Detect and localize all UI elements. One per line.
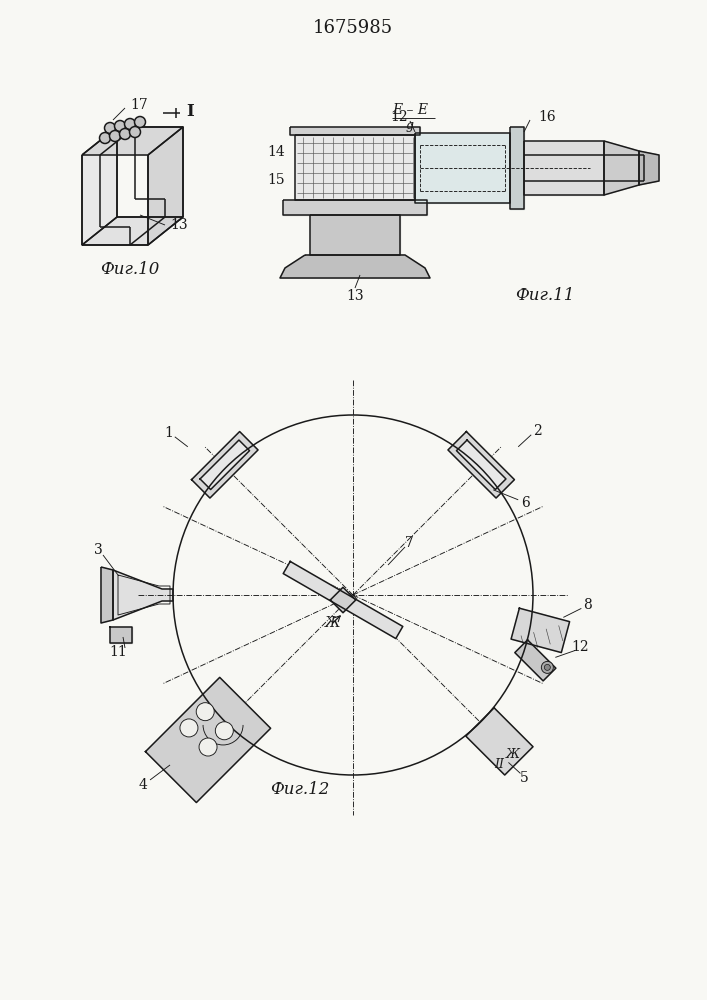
- Polygon shape: [192, 432, 258, 498]
- Polygon shape: [290, 127, 420, 135]
- Polygon shape: [515, 640, 556, 681]
- Text: 1: 1: [164, 426, 173, 440]
- Polygon shape: [82, 217, 183, 245]
- Circle shape: [115, 120, 126, 131]
- Circle shape: [119, 128, 131, 139]
- Polygon shape: [415, 133, 510, 203]
- Text: 8: 8: [583, 598, 592, 612]
- Polygon shape: [457, 440, 506, 490]
- Text: Ж: Ж: [506, 748, 520, 761]
- Text: Фиг.11: Фиг.11: [515, 286, 575, 304]
- Polygon shape: [283, 200, 427, 215]
- Polygon shape: [511, 608, 570, 653]
- Text: 16: 16: [538, 110, 556, 124]
- Text: 12: 12: [390, 110, 408, 124]
- Text: Ж: Ж: [325, 616, 341, 630]
- Polygon shape: [82, 127, 117, 245]
- Circle shape: [100, 132, 110, 143]
- Circle shape: [180, 719, 198, 737]
- Circle shape: [134, 116, 146, 127]
- Text: Фиг.12: Фиг.12: [270, 782, 329, 798]
- Text: 5: 5: [520, 771, 529, 785]
- Polygon shape: [310, 215, 400, 255]
- Polygon shape: [330, 587, 356, 613]
- Polygon shape: [639, 151, 659, 185]
- Text: Фиг.10: Фиг.10: [100, 261, 160, 278]
- Text: E – E: E – E: [392, 103, 428, 117]
- Circle shape: [544, 664, 550, 670]
- Text: 12: 12: [571, 640, 589, 654]
- Text: 2: 2: [533, 424, 542, 438]
- Text: I: I: [186, 103, 194, 119]
- Circle shape: [197, 703, 214, 721]
- Polygon shape: [200, 440, 250, 490]
- Polygon shape: [524, 141, 604, 195]
- Polygon shape: [113, 570, 173, 620]
- Text: 1675985: 1675985: [313, 19, 393, 37]
- Text: 13: 13: [170, 218, 187, 232]
- Text: 15: 15: [267, 173, 285, 187]
- Text: 4: 4: [139, 778, 148, 792]
- Text: 6: 6: [521, 496, 530, 510]
- Polygon shape: [510, 127, 524, 209]
- Polygon shape: [82, 127, 183, 155]
- Text: 11: 11: [109, 645, 127, 659]
- Polygon shape: [146, 677, 271, 803]
- Circle shape: [216, 722, 233, 740]
- Polygon shape: [295, 135, 415, 200]
- Circle shape: [110, 130, 120, 141]
- Text: 7: 7: [404, 536, 414, 550]
- Polygon shape: [148, 127, 183, 245]
- Polygon shape: [604, 141, 639, 195]
- Polygon shape: [101, 567, 113, 623]
- Text: 13: 13: [346, 289, 364, 303]
- Circle shape: [105, 122, 115, 133]
- Text: II: II: [494, 758, 504, 771]
- Text: 17: 17: [130, 98, 148, 112]
- Polygon shape: [448, 432, 515, 498]
- Polygon shape: [110, 627, 132, 643]
- Circle shape: [199, 738, 217, 756]
- Text: g: g: [406, 119, 414, 132]
- Polygon shape: [280, 255, 430, 278]
- Text: 14: 14: [267, 145, 285, 159]
- Circle shape: [129, 126, 141, 137]
- Polygon shape: [284, 561, 403, 639]
- Circle shape: [542, 661, 554, 673]
- Circle shape: [124, 118, 136, 129]
- Polygon shape: [466, 708, 533, 775]
- Text: 3: 3: [93, 543, 103, 557]
